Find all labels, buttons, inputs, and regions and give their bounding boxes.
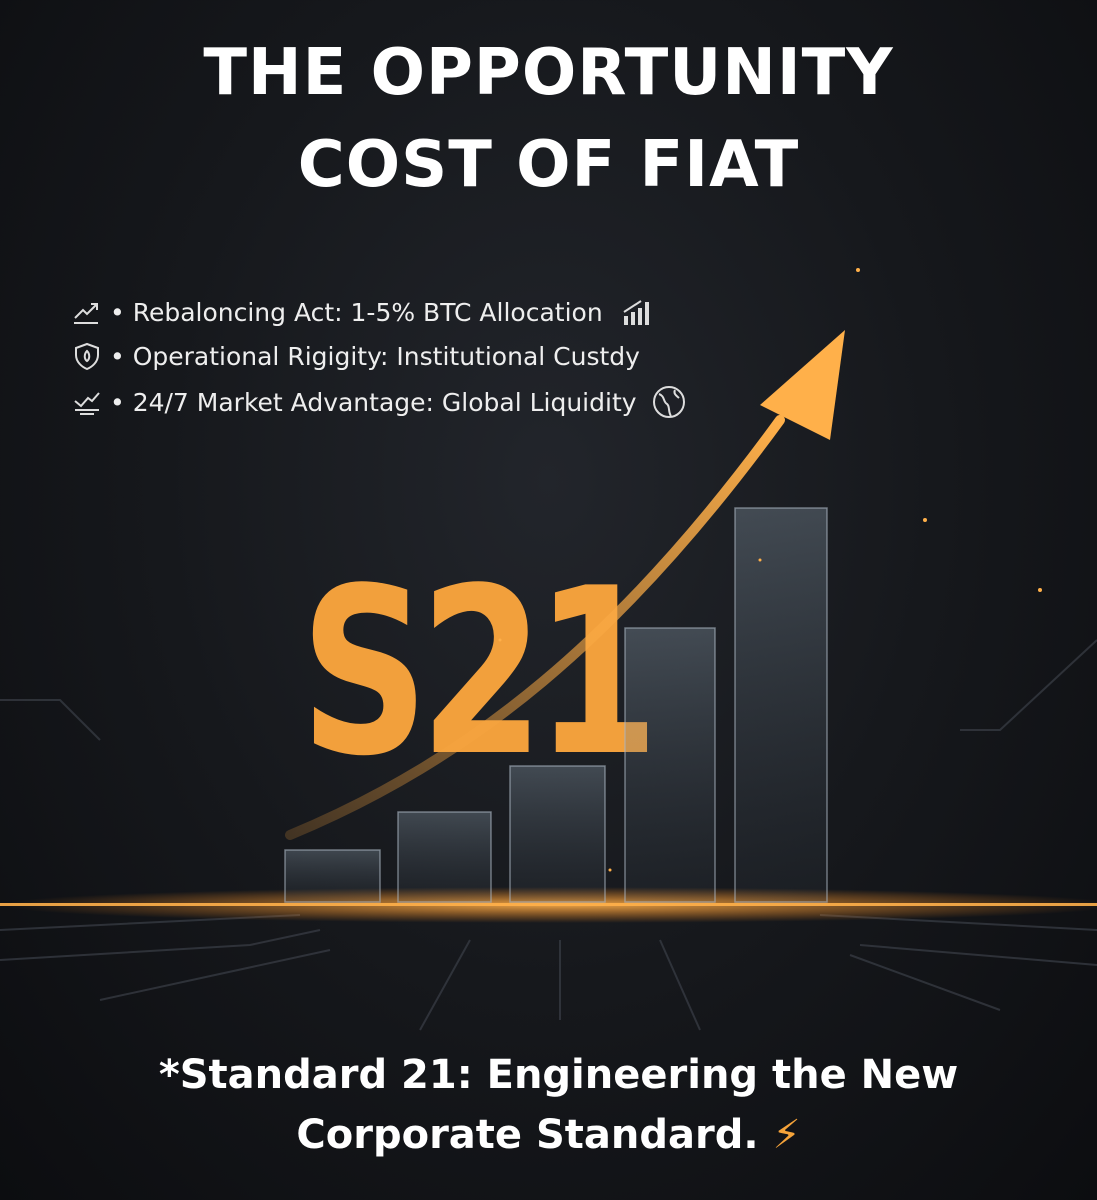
svg-text:S21: S21 xyxy=(300,540,650,807)
bullet-text: • Rebaloncing Act: 1-5% BTC Allocation xyxy=(110,297,603,327)
trend-up-icon xyxy=(74,303,98,324)
page-title-line-2: COST OF FIAT xyxy=(297,128,800,202)
bullet-custody: • Operational Rigigity: Institutional Cu… xyxy=(72,336,640,376)
bar-5 xyxy=(734,507,828,903)
page-title-line-1: THE OPPORTUNITY xyxy=(203,36,894,110)
lightning-icon: ⚡ xyxy=(772,1112,801,1158)
globe-icon xyxy=(652,386,685,418)
shield-icon xyxy=(75,342,99,370)
bar-3 xyxy=(509,765,606,903)
bullet-text: • 24/7 Market Advantage: Global Liquidit… xyxy=(110,387,637,417)
circuit-lines xyxy=(0,639,1097,1031)
bar-2 xyxy=(397,811,492,903)
bullet-market: • 24/7 Market Advantage: Global Liquidit… xyxy=(72,382,687,422)
bar-4 xyxy=(624,627,716,903)
glass-bars xyxy=(284,507,828,903)
footer-line-1: *Standard 21: Engineering the New xyxy=(158,1052,959,1098)
bullet-rebalancing: • Rebaloncing Act: 1-5% BTC Allocation xyxy=(72,292,651,332)
growth-arrow xyxy=(285,330,845,840)
bar-1 xyxy=(284,849,381,903)
text-logo-s21: S21 xyxy=(300,540,662,807)
bullet-text: • Operational Rigigity: Institutional Cu… xyxy=(110,341,640,371)
chart-check-icon xyxy=(74,392,100,415)
sparkles xyxy=(498,268,1042,872)
bar-chart-icon xyxy=(623,300,649,325)
footer-text: Corporate Standard. xyxy=(296,1112,759,1158)
footer-line-2: Corporate Standard. ⚡ xyxy=(0,1105,1097,1165)
